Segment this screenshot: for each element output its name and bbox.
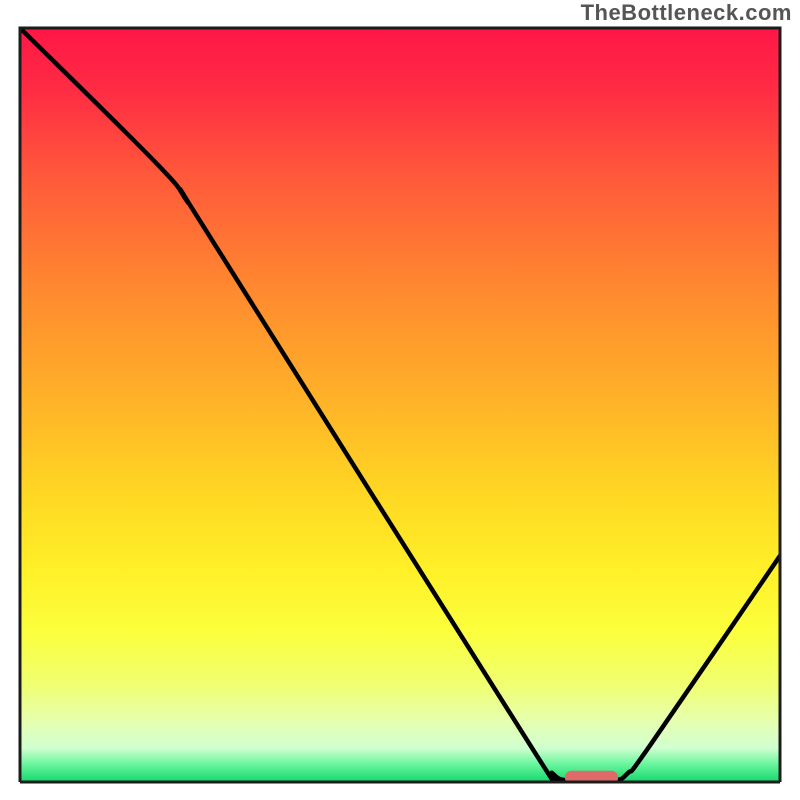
- watermark-text: TheBottleneck.com: [581, 0, 792, 26]
- bottleneck-chart: [0, 0, 800, 800]
